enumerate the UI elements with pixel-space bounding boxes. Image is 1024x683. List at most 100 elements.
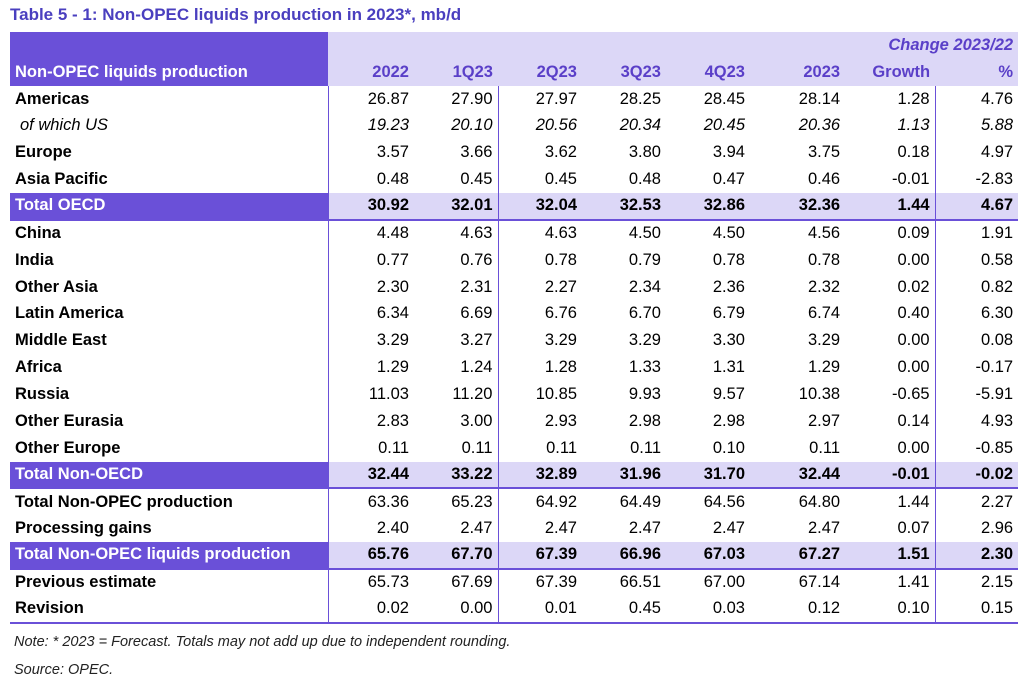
cell: 2.47 [628,519,661,538]
cell: 19.23 [367,116,409,135]
cell: 1.44 [845,488,936,516]
table-row: Revision 0.02 0.00 0.01 0.45 0.03 0.12 0.10 0.15 [10,595,1019,624]
row-label: Previous estimate [10,568,329,596]
cell: 3.29 [807,331,841,350]
cell: 2.30 [376,277,409,296]
source: Source: OPEC. [14,662,114,678]
cell: -5.91 [975,384,1014,403]
cell: -0.85 [975,438,1014,457]
cell: 0.11 [378,438,409,457]
cell: 9.93 [628,384,661,403]
cell: 10.85 [535,384,577,403]
cell: 0.78 [712,250,745,269]
table-row: India 0.77 0.76 0.78 0.79 0.78 0.78 0.00 0.58 [10,246,1018,274]
cell: 2.27 [980,492,1014,511]
cell: 3.94 [712,143,745,162]
cell: 67.27 [750,542,846,570]
cell: 0.14 [845,407,936,435]
cell: 2.31 [414,273,499,301]
cell: 0.01 [498,595,582,624]
cell: 3.27 [414,327,499,355]
cell: 4.76 [980,89,1014,108]
cell: 32.89 [498,461,582,490]
cell: 32.36 [750,193,846,221]
row-label: Total Non-OECD [10,461,329,490]
cell: 0.47 [712,170,745,189]
cell: 32.04 [498,193,582,221]
cell: 65.23 [414,488,499,516]
cell: 0.58 [980,250,1014,269]
cell: 67.00 [703,573,745,592]
cell: 4.63 [544,224,577,243]
cell: 0.07 [845,515,936,543]
cell: 3.57 [376,143,409,162]
cell: 67.69 [414,568,499,596]
cell: 67.70 [414,542,499,570]
column-header: Growth [845,58,936,86]
cell: 31.70 [666,461,750,490]
cell: 3.29 [544,331,577,350]
cell: 2.47 [414,515,499,543]
cell: 0.11 [546,438,577,457]
cell: 64.92 [535,492,577,511]
cell: 2.97 [807,411,841,430]
cell: 0.48 [628,170,661,189]
cell: 3.29 [628,331,661,350]
cell: 0.02 [845,273,936,301]
cell: 64.49 [619,492,661,511]
cell: 67.39 [498,542,582,570]
cell: 4.63 [414,219,499,247]
table-row: Total Non-OPEC production 63.36 65.23 64.92… [10,488,1018,516]
table-row: Other Europe 0.11 0.11 0.11 0.11 0.10 0.11 0.00… [10,434,1018,462]
row-label: Processing gains [10,515,329,543]
cell: 2.36 [712,277,745,296]
cell: 26.87 [367,89,409,108]
cell: 2.47 [544,519,577,538]
cell: 0.00 [845,354,936,381]
header-blank [328,32,846,59]
cell: 32.44 [328,461,414,490]
row-label: China [10,219,329,247]
cell: 0.00 [845,246,936,274]
cell: 6.34 [376,304,409,323]
cell: 6.79 [712,304,745,323]
cell: 27.97 [535,89,577,108]
cell: 2.83 [376,411,409,430]
cell: 2.40 [376,519,409,538]
cell: 27.90 [414,85,499,113]
cell: 32.01 [414,193,499,221]
cell: 1.91 [980,224,1014,243]
cell: 2.93 [544,411,577,430]
cell: 0.18 [845,139,936,167]
cell: 4.56 [807,224,841,243]
cell: 33.22 [414,461,499,490]
cell: 6.30 [980,304,1014,323]
cell: 0.77 [376,250,409,269]
cell: 1.13 [845,112,936,140]
row-label: Latin America [10,300,329,328]
cell: 6.69 [414,300,499,328]
cell: 0.02 [328,595,414,624]
cell: 0.10 [712,438,745,457]
cell: 2.32 [807,277,841,296]
cell: 3.29 [376,331,409,350]
cell: 4.93 [980,411,1014,430]
cell: 5.88 [980,116,1014,135]
cell: 0.11 [630,438,661,457]
cell: 3.62 [544,143,577,162]
cell: 64.56 [703,492,745,511]
row-header: Non-OPEC liquids production [10,32,328,86]
column-header: 2023 [750,58,846,86]
cell: 65.76 [328,542,414,570]
cell: 0.08 [980,331,1014,350]
cell: 3.66 [414,139,499,167]
cell: 9.57 [712,384,745,403]
cell: 2.98 [628,411,661,430]
cell: 6.74 [807,304,841,323]
cell: 1.31 [712,358,745,377]
cell: 1.33 [628,358,661,377]
row-label: Total OECD [10,193,329,221]
table-title: Table 5 - 1: Non-OPEC liquids production… [10,5,462,24]
cell: 4.50 [712,224,745,243]
